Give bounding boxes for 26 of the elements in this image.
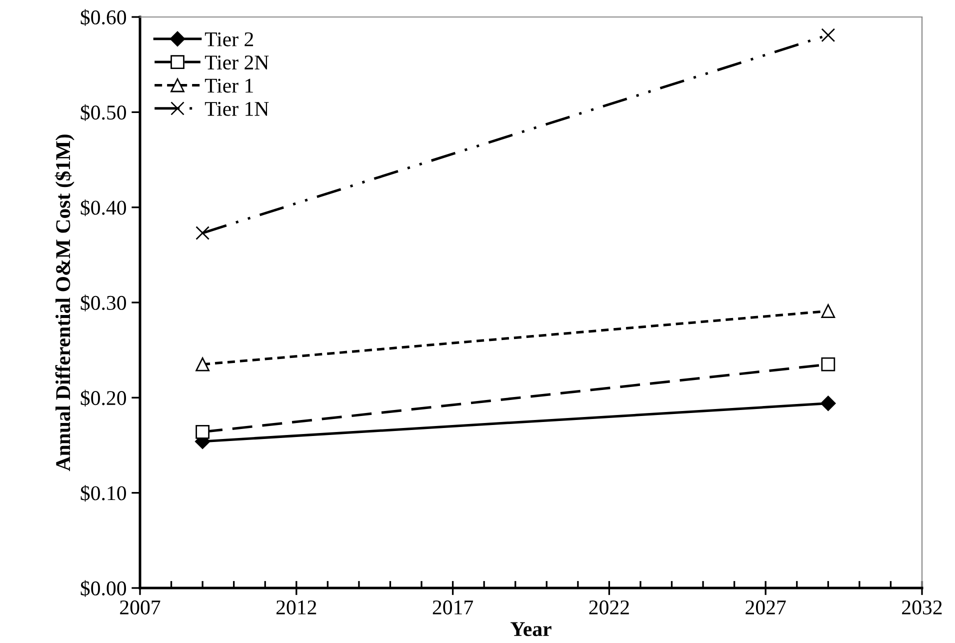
point: [196, 357, 210, 372]
y-tick-label: $0.00: [80, 580, 126, 597]
y-tick-label: $0.30: [80, 294, 126, 312]
point: [821, 28, 836, 42]
legend-label: Tier 1N: [204, 102, 269, 116]
x-axis-title: Year: [510, 622, 552, 636]
point: [821, 304, 836, 318]
y-tick-label: $0.50: [80, 104, 126, 121]
x-tick-label: 2017: [432, 600, 474, 614]
y-tick-label: $0.40: [80, 199, 126, 216]
x-tick-label: 2012: [276, 600, 316, 614]
point: [821, 357, 836, 372]
x-tick-label: 2007: [120, 600, 160, 614]
y-tick-label: $0.60: [80, 9, 126, 26]
point: [196, 226, 210, 240]
y-axis-title: Annual Differential O&M Cost ($1M): [54, 134, 74, 472]
point: [820, 396, 836, 411]
legend-label: Tier 1: [204, 78, 253, 93]
legend-label: Tier 2N: [204, 56, 269, 70]
point: [196, 424, 210, 439]
y-tick-label: $0.10: [80, 484, 126, 502]
legend-label: Tier 2: [204, 32, 254, 46]
y-tick-label: $0.20: [80, 390, 126, 406]
x-tick-label: 2022: [589, 600, 629, 614]
x-tick-label: 2027: [746, 600, 786, 614]
x-tick-label: 2032: [902, 600, 942, 614]
